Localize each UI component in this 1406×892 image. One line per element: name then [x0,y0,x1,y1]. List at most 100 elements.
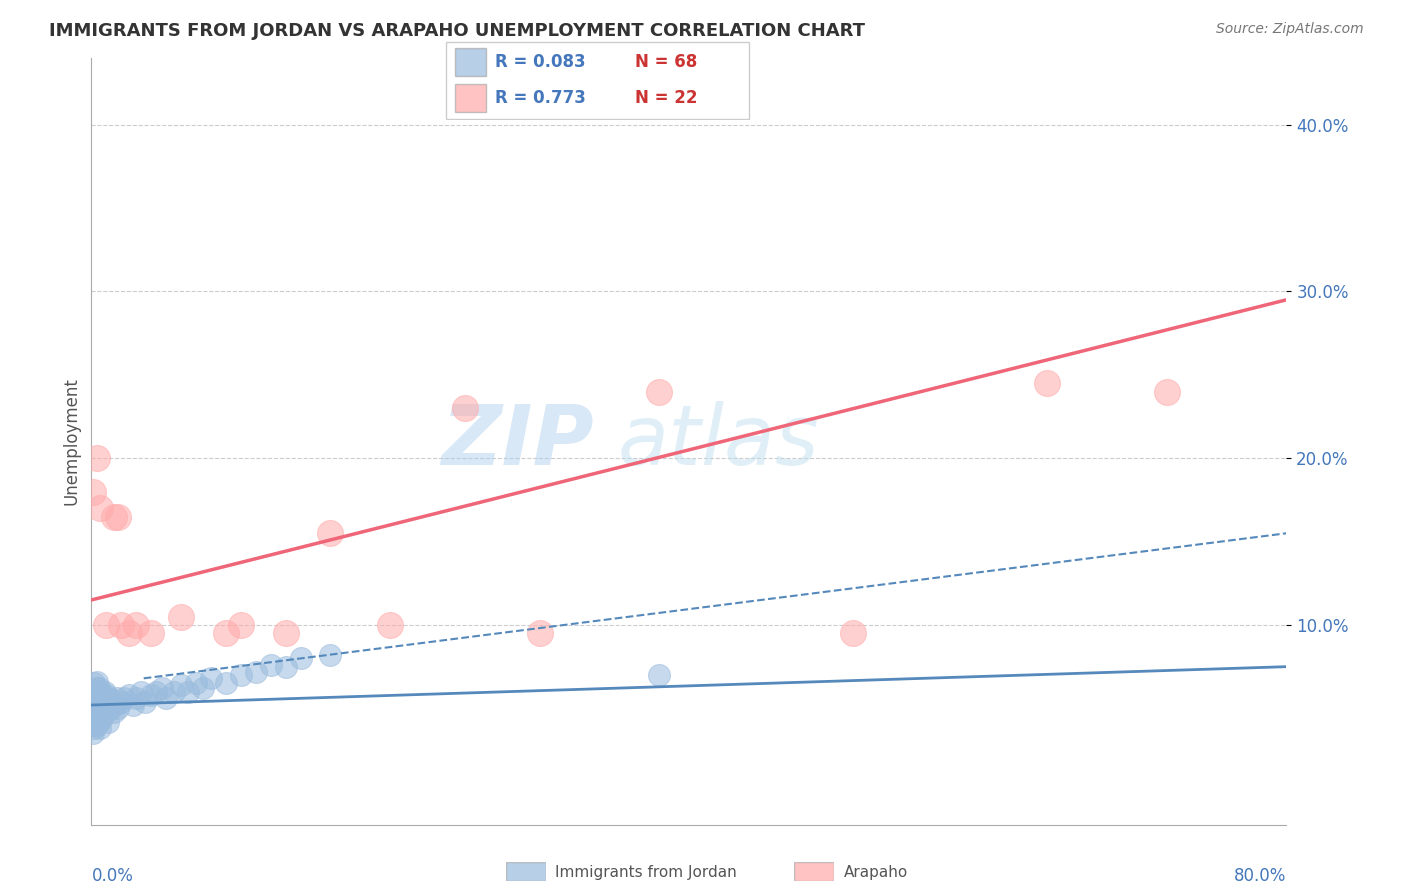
Point [94,701,117,715]
Point [215,626,238,640]
Y-axis label: Unemployment: Unemployment [62,377,80,506]
Point [84,698,107,712]
Text: atlas: atlas [617,401,818,482]
FancyBboxPatch shape [446,42,749,119]
Text: N = 22: N = 22 [634,89,697,107]
Point [83,709,105,723]
Point [84,711,107,725]
Point [84,688,107,702]
Point [1156,384,1178,399]
Point [229,668,252,682]
Point [319,526,342,541]
Point [96,705,118,719]
Point [93,691,115,706]
Point [93,708,115,723]
Point [89,688,111,702]
Point [290,651,312,665]
Text: 80.0%: 80.0% [1234,867,1286,885]
Point [90,711,112,725]
Point [245,665,267,679]
Text: Source: ZipAtlas.com: Source: ZipAtlas.com [1216,22,1364,37]
Point [97,698,120,712]
Point [229,618,252,632]
Point [145,684,167,698]
Point [259,658,281,673]
Point [170,678,193,692]
Point [162,684,184,698]
Point [83,676,105,690]
Point [110,695,132,709]
Point [648,384,671,399]
Point [89,705,111,719]
Point [107,509,129,524]
Point [200,671,222,685]
Point [103,705,125,719]
Point [82,726,104,740]
Point [454,401,477,416]
Point [125,618,148,632]
Point [83,705,105,719]
Point [97,714,120,729]
Point [215,676,238,690]
Point [82,684,104,698]
Text: Immigrants from Jordan: Immigrants from Jordan [555,865,737,880]
Point [380,618,402,632]
Point [87,701,110,715]
Point [118,688,141,702]
Point [84,714,107,729]
Point [141,688,163,702]
Point [1036,376,1059,391]
Point [100,701,122,715]
Point [103,509,125,524]
Text: Arapaho: Arapaho [844,865,908,880]
Point [110,618,132,632]
Point [104,698,127,712]
Text: R = 0.083: R = 0.083 [495,53,586,70]
Point [118,626,141,640]
Text: IMMIGRANTS FROM JORDAN VS ARAPAHO UNEMPLOYMENT CORRELATION CHART: IMMIGRANTS FROM JORDAN VS ARAPAHO UNEMPL… [49,22,865,40]
Text: N = 68: N = 68 [634,53,697,70]
Point [89,722,111,736]
Point [529,626,551,640]
Point [101,695,124,709]
Point [87,698,110,712]
Point [82,718,104,732]
Point [319,648,342,662]
Point [98,691,121,706]
Text: ZIP: ZIP [440,401,593,482]
Point [274,659,297,673]
Point [89,501,111,516]
Point [129,684,152,698]
Point [842,626,865,640]
Point [155,691,177,706]
Point [107,701,129,715]
Point [83,693,105,707]
Point [105,691,128,706]
Point [82,701,104,715]
Point [87,714,110,729]
Point [112,691,135,706]
Point [87,681,110,696]
Point [648,668,671,682]
Point [86,691,108,706]
Point [94,684,117,698]
Point [177,684,200,698]
Point [86,674,108,689]
FancyBboxPatch shape [794,862,834,881]
Point [83,722,105,736]
Point [134,695,156,709]
Point [150,681,173,696]
Point [82,484,104,499]
Point [96,688,118,702]
Point [84,681,107,696]
Text: R = 0.773: R = 0.773 [495,89,586,107]
Point [86,451,108,466]
FancyBboxPatch shape [456,85,486,112]
FancyBboxPatch shape [506,862,546,881]
Text: 0.0%: 0.0% [91,867,134,885]
Point [86,718,108,732]
Point [184,676,207,690]
Point [86,708,108,723]
Point [96,618,118,632]
Point [125,691,148,706]
